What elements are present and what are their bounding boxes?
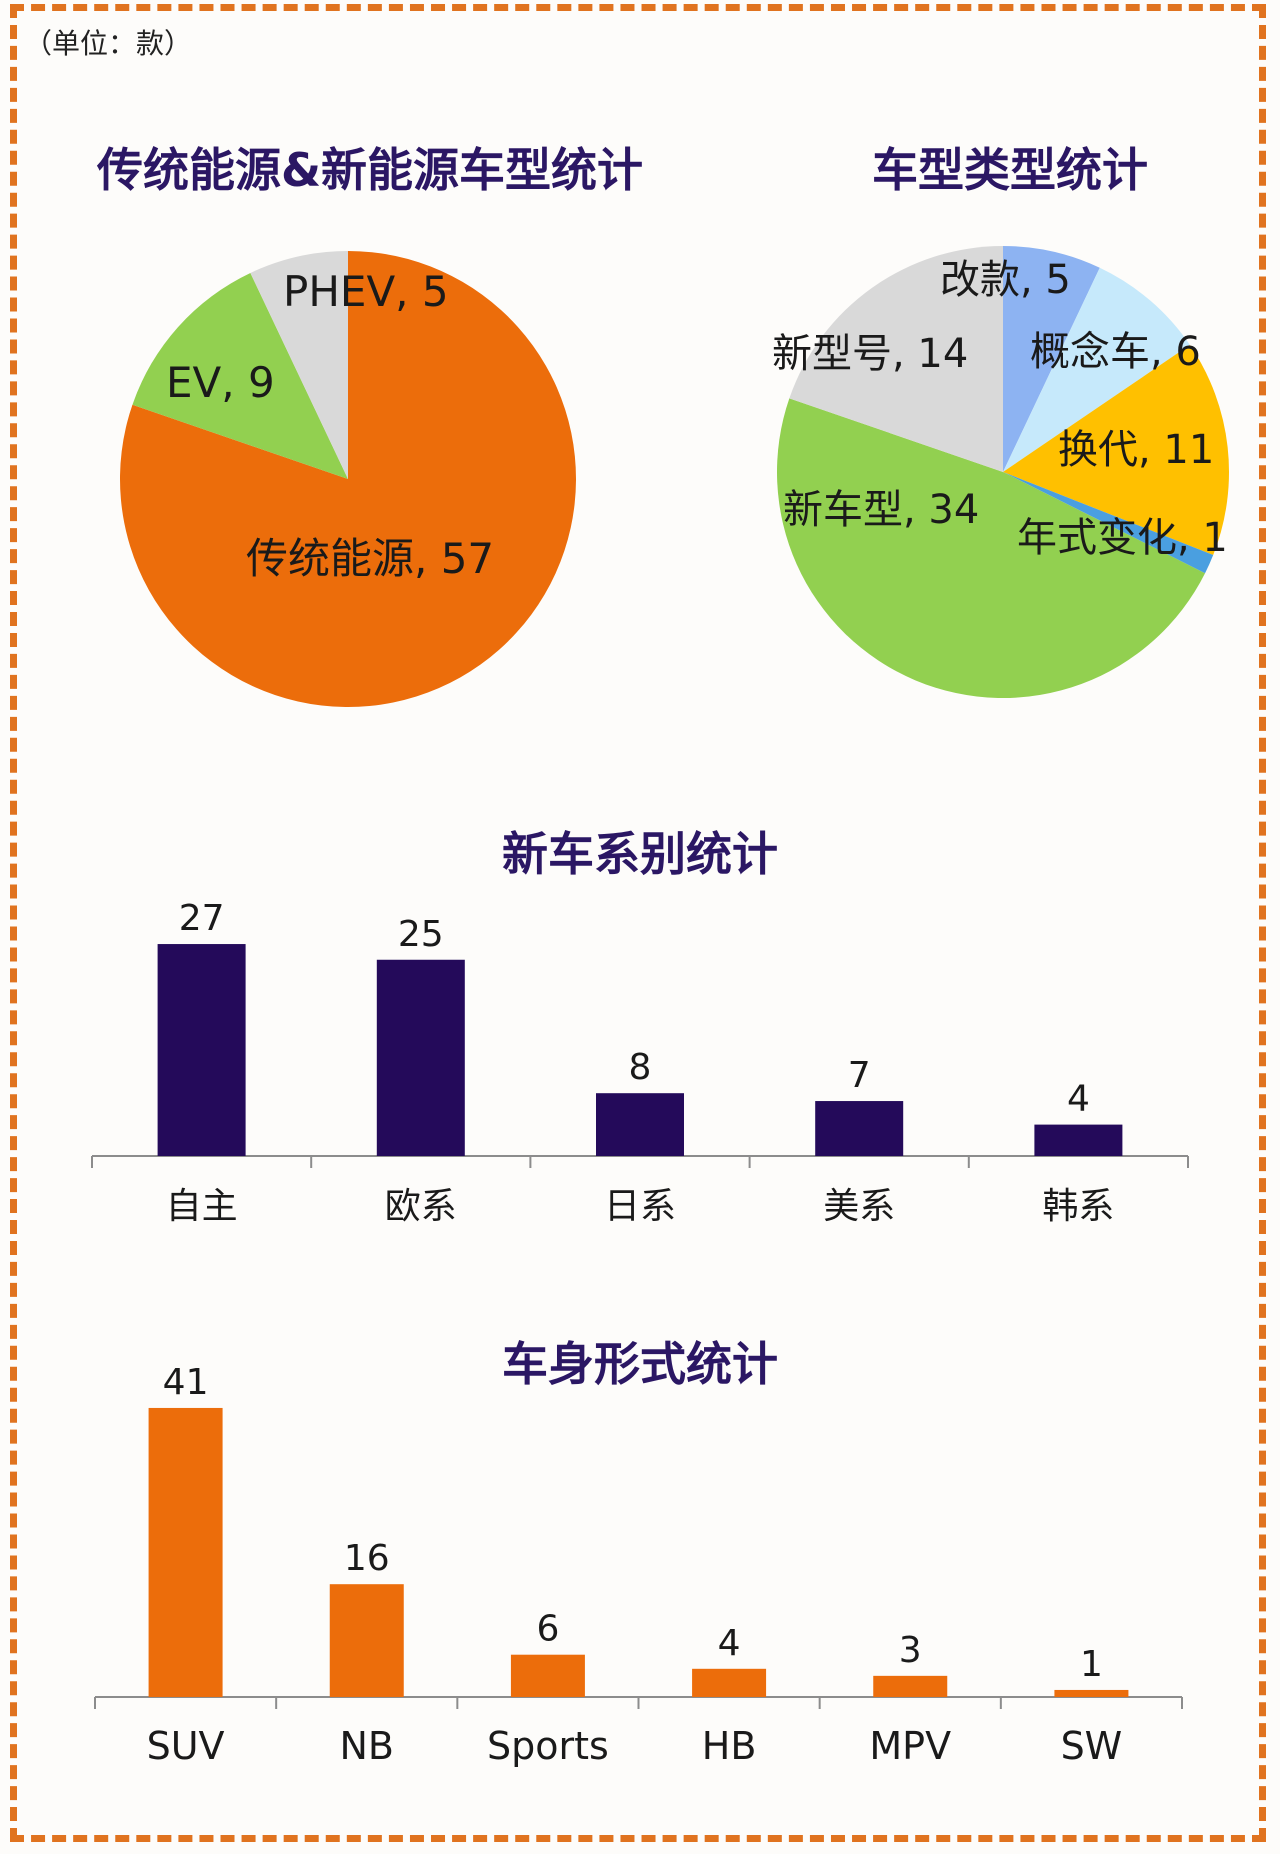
body-style-category-label: SW (1061, 1724, 1123, 1768)
chart-title-energy: 传统能源&新能源车型统计 (96, 143, 644, 197)
origin-category-label: 韩系 (1042, 1186, 1114, 1227)
origin-category-label: 美系 (823, 1186, 895, 1227)
body-style-value-label: 4 (718, 1623, 741, 1664)
origin-bar (596, 1093, 684, 1156)
body-style-category-label: SUV (147, 1724, 225, 1768)
model-type-pie-slice-label: 新型号, 14 (772, 331, 968, 377)
energy-pie-slice (250, 251, 348, 479)
model-type-pie-slice-label: 改款, 5 (940, 257, 1071, 303)
body-style-value-label: 1 (1080, 1644, 1103, 1685)
body-style-value-label: 6 (536, 1609, 559, 1650)
body-style-bar (1054, 1689, 1129, 1697)
model-type-pie-slice (776, 398, 1206, 699)
body-style-value-label: 3 (899, 1630, 922, 1671)
chart-title-origin: 新车系别统计 (502, 827, 778, 881)
body-style-category-label: HB (702, 1724, 757, 1768)
model-type-pie-slice (1003, 344, 1229, 556)
body-style-category-label: Sports (487, 1724, 609, 1768)
model-type-pie-slice-label: 新车型, 34 (783, 487, 979, 533)
body-style-bar (510, 1654, 585, 1697)
model-type-pie-slice (1003, 472, 1214, 574)
origin-value-label: 27 (179, 898, 225, 939)
model-type-pie-slice-label: 年式变化, 1 (1017, 515, 1228, 561)
origin-bar (1034, 1124, 1123, 1156)
origin-category-label: 欧系 (385, 1186, 457, 1227)
origin-value-label: 4 (1067, 1079, 1090, 1120)
model-type-pie-slice (1003, 246, 1100, 472)
origin-category-label: 日系 (604, 1186, 676, 1227)
energy-pie-slice-label: 传统能源, 57 (246, 534, 494, 583)
unit-label: （单位：款） (24, 27, 193, 60)
origin-bar (157, 944, 246, 1156)
model-type-pie-slice-label: 概念车, 6 (1030, 329, 1201, 375)
body-style-bar (692, 1668, 767, 1697)
origin-category-label: 自主 (166, 1186, 238, 1227)
model-type-pie-slice (789, 246, 1003, 472)
body-style-category-label: MPV (869, 1724, 951, 1768)
chart-title-body-style: 车身形式统计 (502, 1337, 778, 1391)
energy-pie-slice-label: EV, 9 (166, 358, 275, 407)
energy-pie-slice (119, 251, 576, 707)
body-style-value-label: 16 (344, 1538, 390, 1579)
origin-value-label: 7 (848, 1055, 871, 1096)
model-type-pie-slice-label: 换代, 11 (1058, 427, 1214, 473)
chart-title-model-type: 车型类型统计 (872, 143, 1148, 197)
body-style-value-label: 41 (163, 1362, 209, 1403)
body-style-bar (873, 1675, 948, 1697)
energy-pie-slice-label: PHEV, 5 (283, 267, 449, 316)
body-style-bar (329, 1584, 404, 1697)
origin-bar (815, 1101, 904, 1156)
body-style-bar (148, 1407, 223, 1697)
origin-value-label: 8 (629, 1047, 652, 1088)
dashed-frame (10, 4, 1266, 1842)
origin-bar (376, 959, 465, 1156)
body-style-category-label: NB (340, 1724, 395, 1768)
energy-pie-slice (132, 272, 348, 479)
model-type-pie-chart: 改款, 5 概念车, 6 换代, 11 年式变化, 1 新车型, 34 新型号, 14 (772, 246, 1229, 699)
origin-value-label: 25 (398, 914, 444, 955)
model-type-pie-slice (1003, 267, 1190, 472)
